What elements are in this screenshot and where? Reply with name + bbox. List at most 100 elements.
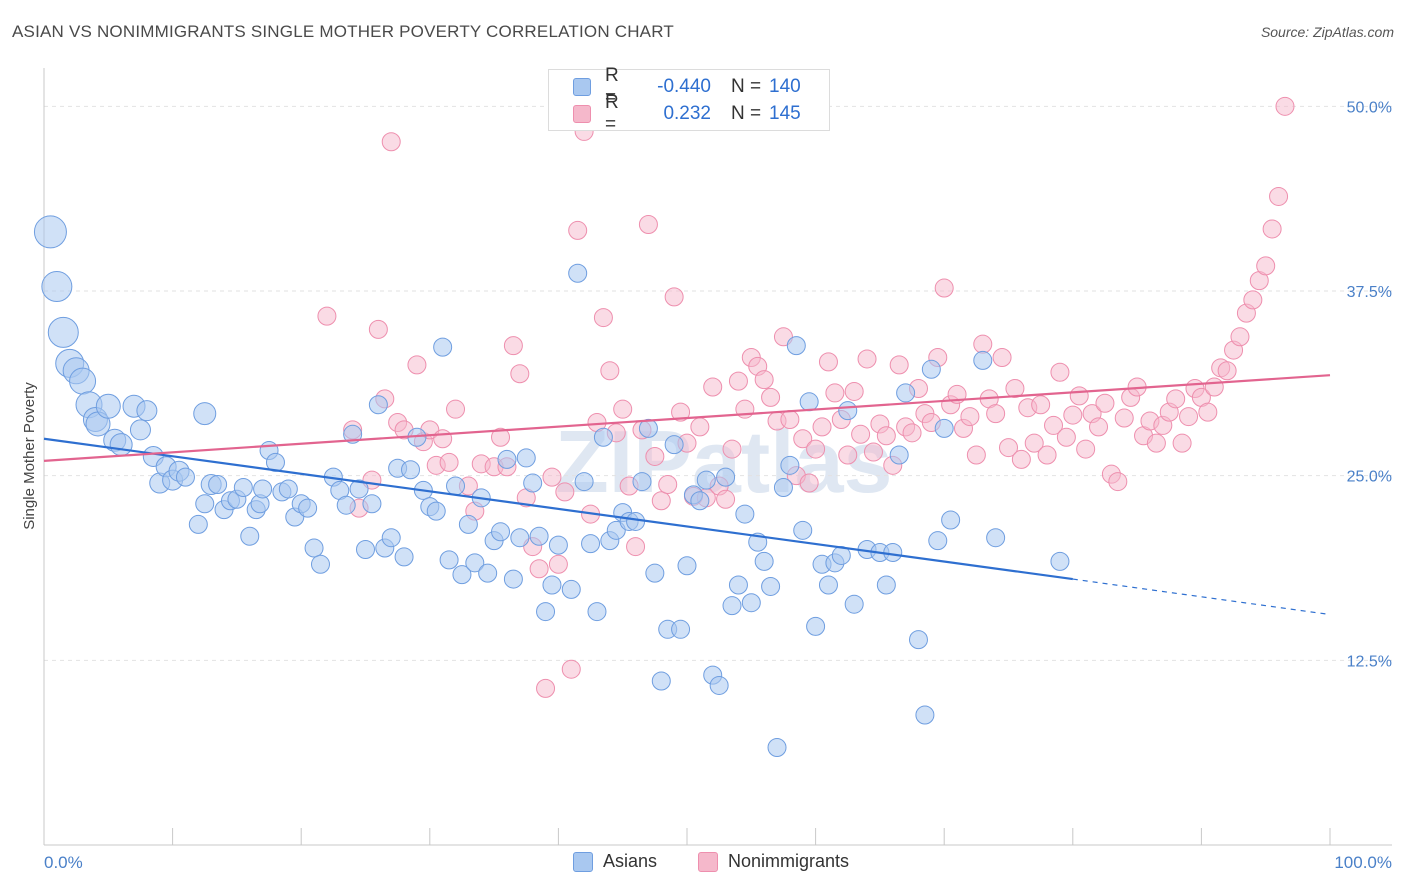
- asian-point: [478, 563, 498, 583]
- asian-point: [304, 538, 324, 558]
- nonimmigrants-legend-label: Nonimmigrants: [728, 851, 850, 871]
- asian-point: [799, 392, 819, 412]
- nonimmigrant-point: [728, 371, 748, 391]
- nonimmigrant-point: [716, 489, 736, 509]
- asian-point: [645, 563, 665, 583]
- asian-point: [889, 445, 909, 465]
- nonimmigrant-point: [548, 554, 568, 574]
- asian-point: [722, 596, 742, 616]
- nonimmigrant-point: [1204, 377, 1224, 397]
- r-value-nonimmigrants: 0.232: [663, 103, 711, 124]
- asian-point: [786, 336, 806, 356]
- nonimmigrant-point: [446, 399, 466, 419]
- nonimmigrant-point: [863, 442, 883, 462]
- nonimmigrant-point: [690, 417, 710, 437]
- asian-point: [709, 675, 729, 695]
- asians-legend-swatch: [573, 851, 593, 872]
- nonimmigrant-point: [561, 659, 581, 679]
- asians-swatch: [573, 78, 591, 96]
- nonimmigrant-point: [536, 678, 556, 698]
- asian-point: [394, 547, 414, 567]
- asian-point: [529, 526, 549, 546]
- nonimmigrant-point: [806, 439, 826, 459]
- asian-point: [908, 630, 928, 650]
- nonimmigrant-point: [857, 349, 877, 369]
- nonimmigrant-point: [818, 352, 838, 372]
- asian-point: [716, 467, 736, 487]
- asian-point: [426, 501, 446, 521]
- asian-point: [973, 350, 993, 370]
- asian-point: [129, 419, 151, 441]
- nonimmigrant-point: [992, 347, 1012, 367]
- x-ticks: [43, 828, 1331, 845]
- nonimmigrant-point: [1114, 408, 1134, 428]
- nonimmigrant-point: [439, 452, 459, 472]
- asian-point: [188, 514, 208, 534]
- source-label: Source: ZipAtlas.com: [1260, 24, 1394, 40]
- asian-point: [844, 594, 864, 614]
- nonimmigrant-point: [799, 473, 819, 493]
- asian-point: [626, 511, 646, 531]
- nonimmigrant-point: [754, 370, 774, 390]
- nonimmigrant-point: [568, 220, 588, 240]
- nonimmigrant-point: [381, 132, 401, 152]
- asian-point: [401, 460, 421, 480]
- asian-point: [735, 504, 755, 524]
- asian-point: [921, 359, 941, 379]
- asian-point: [41, 271, 73, 303]
- asian-point: [516, 448, 536, 468]
- y-tick-label: 25.0%: [1347, 469, 1392, 486]
- asian-point: [136, 400, 158, 422]
- nonimmigrant-point: [1230, 327, 1250, 347]
- x-tick-label-max: 100.0%: [1334, 853, 1392, 872]
- x-tick-label-min: 0.0%: [44, 853, 83, 872]
- nonimmigrant-point: [973, 334, 993, 354]
- nonimmigrant-point: [722, 439, 742, 459]
- asian-point: [381, 528, 401, 548]
- nonimmigrant-point: [812, 417, 832, 437]
- asian-point: [109, 433, 133, 457]
- nonimmigrant-point: [1172, 433, 1192, 453]
- asian-point: [561, 579, 581, 599]
- nonimmigrant-point: [491, 427, 511, 447]
- nonimmigrant-point: [902, 423, 922, 443]
- nonimmigrant-point: [613, 399, 633, 419]
- nonimmigrant-point: [638, 215, 658, 235]
- asian-point: [240, 526, 260, 546]
- asian-point: [465, 553, 485, 573]
- asian-point: [593, 427, 613, 447]
- asian-point: [195, 494, 215, 514]
- nonimmigrant-point: [876, 426, 896, 446]
- asian-point: [818, 575, 838, 595]
- asian-point: [690, 491, 710, 511]
- asian-point: [208, 475, 228, 495]
- asian-point: [336, 495, 356, 515]
- nonimmigrant-point: [1005, 378, 1025, 398]
- n-value-asians: 140: [769, 76, 801, 97]
- nonimmigrant-point: [1146, 433, 1166, 453]
- asian-point: [574, 472, 594, 492]
- nonimmigrant-point: [1037, 445, 1057, 465]
- nonimmigrant-point: [1108, 472, 1128, 492]
- asian-point: [986, 528, 1006, 548]
- y-axis-label: Single Mother Poverty: [21, 382, 38, 530]
- asian-point: [934, 418, 954, 438]
- nonimmigrant-point: [1089, 417, 1109, 437]
- nonimmigrant-point: [761, 387, 781, 407]
- asian-point: [349, 479, 369, 499]
- asian-point: [278, 479, 298, 499]
- nonimmigrant-point: [1044, 415, 1064, 435]
- nonimmigrant-point: [825, 383, 845, 403]
- nonimmigrants-swatch: [573, 105, 591, 123]
- nonimmigrant-point: [671, 402, 691, 422]
- nonimmigrant-point: [960, 407, 980, 427]
- y-tick-label: 12.5%: [1347, 653, 1392, 670]
- asian-point: [793, 520, 813, 540]
- asian-point: [175, 467, 195, 487]
- asian-point: [439, 550, 459, 570]
- nonimmigrant-point: [555, 482, 575, 502]
- asian-point: [446, 476, 466, 496]
- nonimmigrant-point: [626, 537, 646, 557]
- asian-point: [671, 619, 691, 639]
